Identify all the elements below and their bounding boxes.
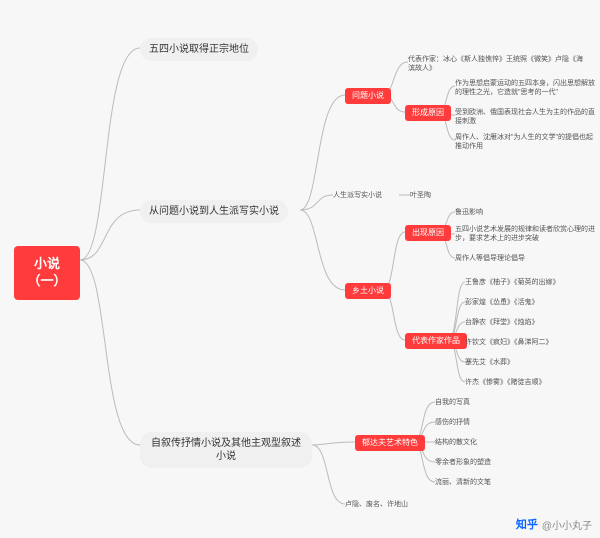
- leaf-problem-authors: 代表作家：冰心《斯人独憔悴》王统照《微笑》卢隐《海滨故人》: [408, 54, 588, 74]
- node-local-cause[interactable]: 出现原因: [405, 225, 451, 241]
- leaf-local-w6: 许杰《惨雾》《赌徒吉顺》: [465, 377, 546, 388]
- node-yudafu[interactable]: 郁达夫艺术特色: [355, 435, 425, 451]
- watermark-user: @小小丸子: [542, 517, 592, 532]
- leaf-yu-f3: 结构的散文化: [435, 437, 477, 448]
- leaf-local-c1: 鲁迅影响: [455, 207, 483, 218]
- branch-1[interactable]: 五四小说取得正宗地位: [140, 38, 258, 61]
- node-local-novel[interactable]: 乡土小说: [345, 283, 391, 299]
- root-node[interactable]: 小说（一）: [14, 246, 80, 300]
- leaf-yu-f1: 自我的写真: [435, 397, 470, 408]
- zhihu-logo: 知乎: [516, 516, 538, 532]
- leaf-local-w1: 王鲁彦《柚子》《菊英的出嫁》: [465, 277, 560, 288]
- leaf-local-c2: 五四小说艺术发展的规律和读者欣赏心理的进步，要求艺术上的进步突破: [455, 224, 595, 244]
- leaf-problem-cause1: 作为思想启蒙运动的五四本身，闪出思想解放的理性之光，它造就"思考的一代": [455, 78, 595, 98]
- leaf-problem-cause2: 受到欧洲、俄国表现社会人生为主的作品的直接刺激: [455, 107, 595, 127]
- leaf-realism-author: 叶圣陶: [410, 190, 431, 201]
- leaf-problem-cause3: 周作人、沈雁冰对"为人生的文学"的提倡也起推动作用: [455, 132, 595, 152]
- leaf-yu-f2: 感伤的抒情: [435, 417, 470, 428]
- node-realism[interactable]: 人生派写实小说: [333, 190, 382, 201]
- leaf-yu-f5: 流丽、清新的文笔: [435, 477, 491, 488]
- leaf-others: 卢隐、废名、许地山: [345, 499, 408, 510]
- leaf-local-c3: 周作人等倡导理论倡导: [455, 253, 525, 264]
- node-problem-cause[interactable]: 形成原因: [405, 105, 451, 121]
- leaf-local-w2: 彭家煌《怂恿》《活鬼》: [465, 297, 539, 308]
- leaf-local-w5: 蹇先艾《水葬》: [465, 357, 514, 368]
- leaf-yu-f4: 零余者形象的塑造: [435, 457, 491, 468]
- branch-3[interactable]: 自叙传抒情小说及其他主观型叙述小说: [140, 432, 312, 468]
- leaf-local-w4: 许钦文《疯妇》《鼻涕阿二》: [465, 337, 553, 348]
- watermark: 知乎 @小小丸子: [516, 516, 592, 532]
- node-problem-novel[interactable]: 问题小说: [345, 88, 391, 104]
- leaf-local-w3: 台静农《拜堂》《烛焰》: [465, 317, 539, 328]
- node-local-works[interactable]: 代表作家作品: [405, 333, 467, 349]
- branch-2[interactable]: 从问题小说到人生派写实小说: [140, 200, 288, 223]
